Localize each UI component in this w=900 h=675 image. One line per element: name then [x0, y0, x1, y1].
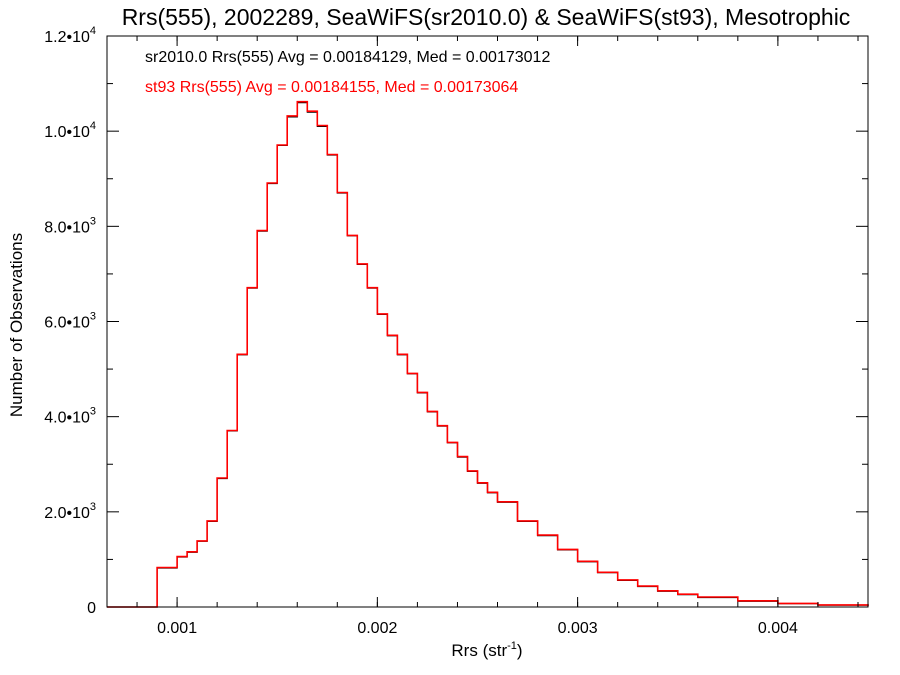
y-axis-label: Number of Observations: [7, 233, 26, 417]
y-tick-label: 6.0•103: [44, 311, 96, 332]
x-tick-label: 0.001: [157, 620, 197, 637]
x-axis-label: Rrs (str-1): [451, 640, 522, 660]
y-tick-label: 8.0•103: [44, 215, 96, 236]
sr2010-stats-annotation: sr2010.0 Rrs(555) Avg = 0.00184129, Med …: [145, 49, 550, 66]
st93-stats-annotation: st93 Rrs(555) Avg = 0.00184155, Med = 0.…: [145, 79, 518, 96]
y-tick-label: 4.0•103: [44, 406, 96, 427]
chart-title: Rrs(555), 2002289, SeaWiFS(sr2010.0) & S…: [122, 4, 851, 30]
y-tick-label: 1.0•104: [44, 120, 96, 141]
y-tick-label: 0: [87, 600, 96, 617]
y-tick-label: 1.2•104: [44, 25, 96, 46]
x-tick-label: 0.004: [758, 620, 798, 637]
plot-frame: [106, 35, 869, 608]
x-tick-label: 0.002: [357, 620, 397, 637]
histogram-series-1: [107, 100, 869, 608]
histogram-series-0: [107, 102, 869, 608]
x-tick-label: 0.003: [558, 620, 598, 637]
y-tick-label: 2.0•103: [44, 501, 96, 522]
